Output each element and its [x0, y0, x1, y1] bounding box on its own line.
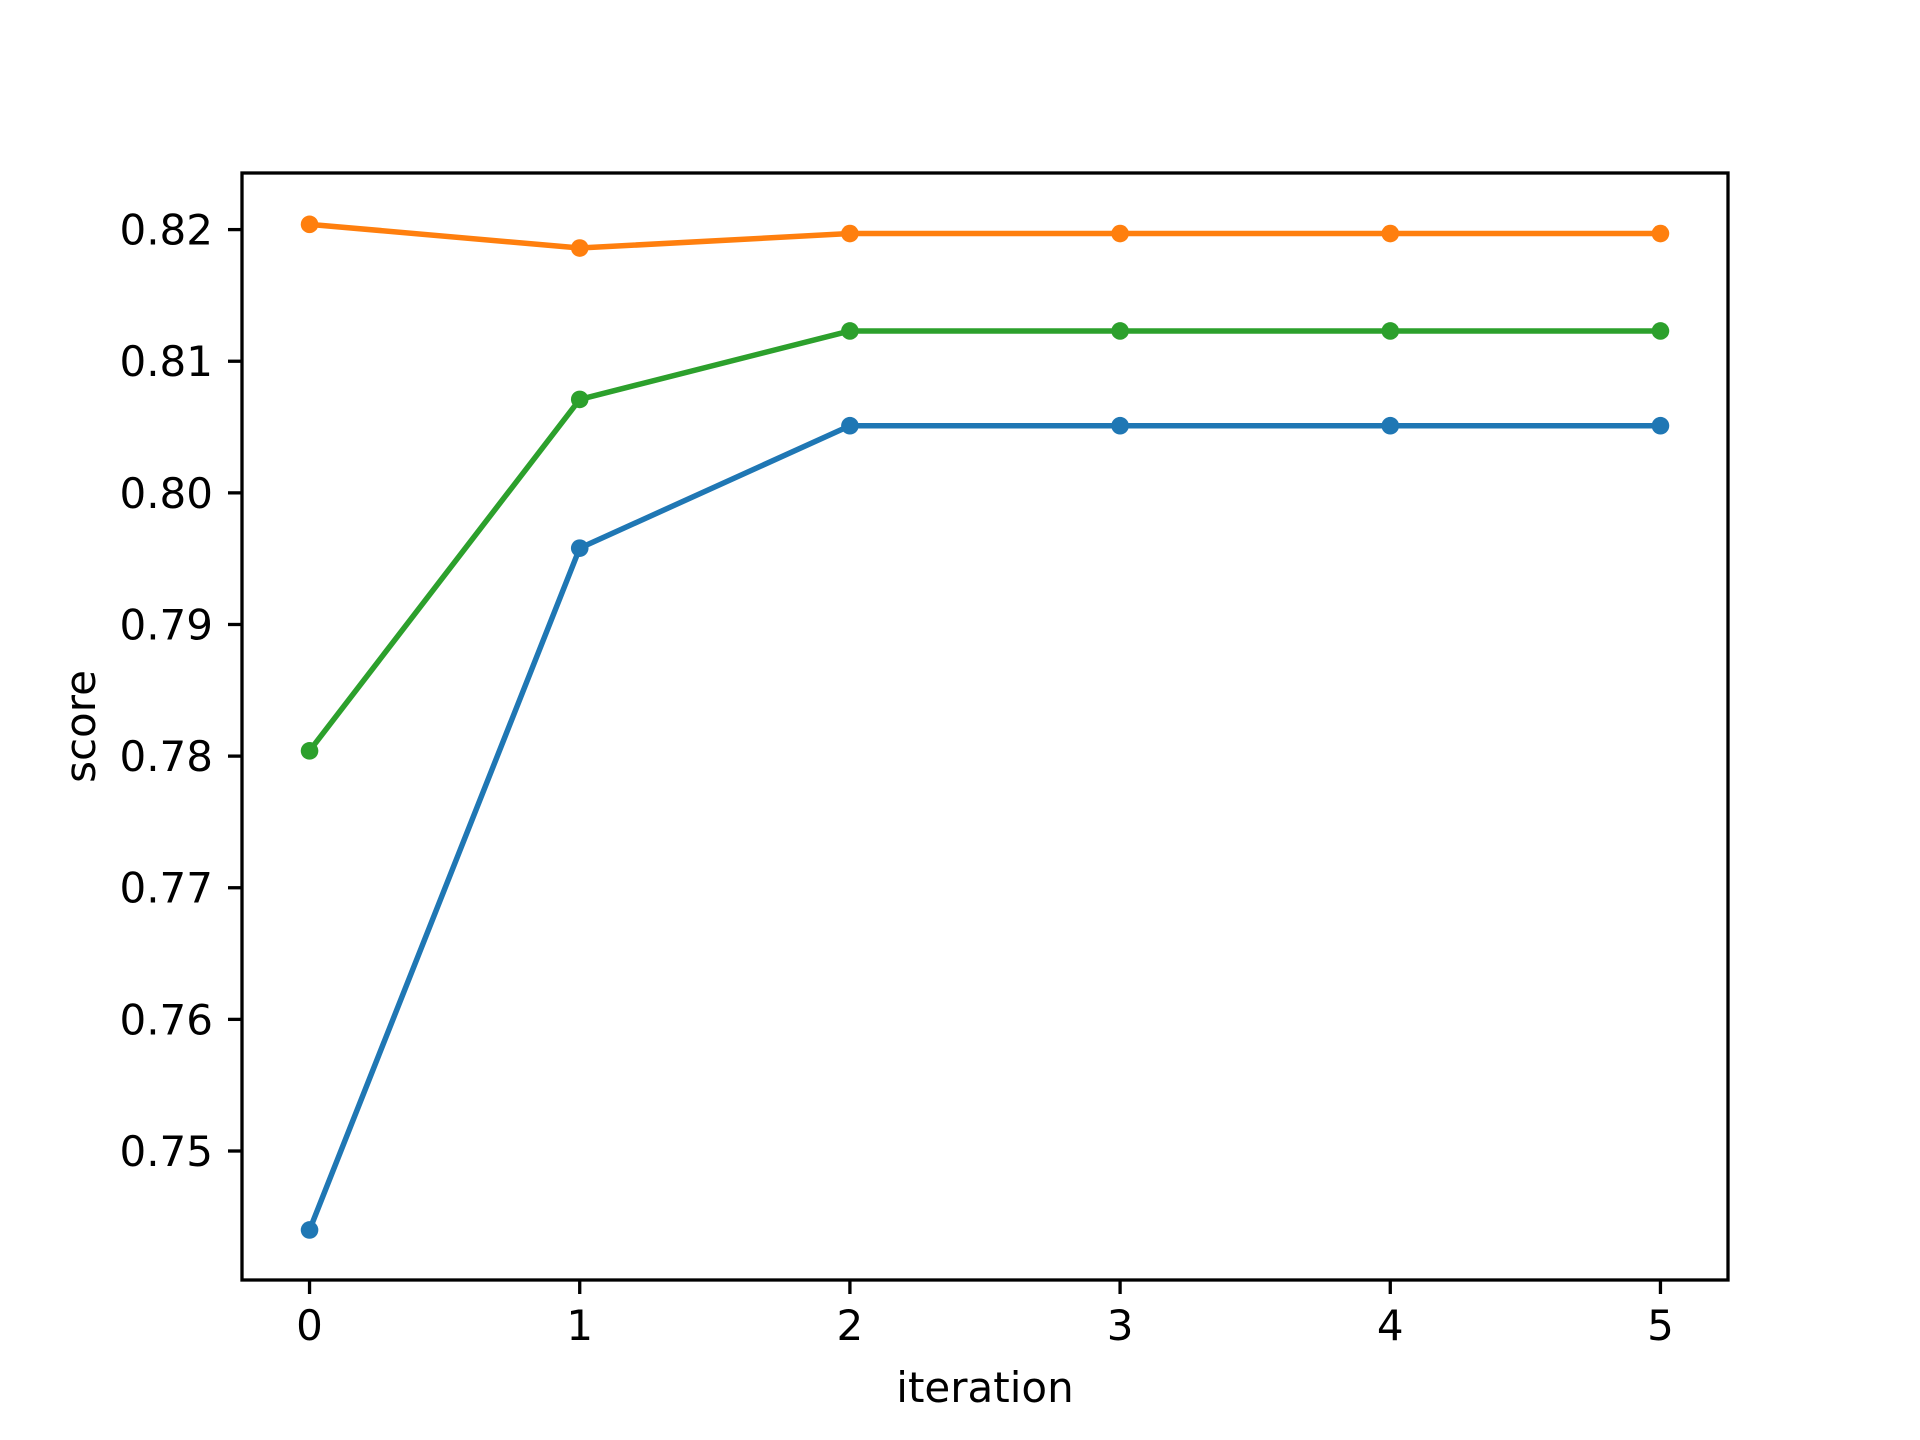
series-blue-marker — [300, 1221, 319, 1239]
series-blue-marker — [1651, 416, 1670, 435]
series-green-marker — [1111, 322, 1129, 340]
series-blue-marker — [1111, 416, 1129, 435]
series-orange-marker — [300, 215, 319, 234]
plot-frame — [240, 171, 1730, 1282]
series-blue-marker — [1381, 416, 1400, 435]
series-orange-marker — [841, 224, 859, 243]
series-orange-line — [306, 221, 1664, 251]
y-tick-label: 0.81 — [119, 337, 213, 386]
series-orange — [300, 215, 1670, 257]
series-green-marker — [570, 390, 589, 409]
x-tick-label: 0 — [296, 1301, 323, 1350]
y-tick-label: 0.80 — [119, 469, 213, 518]
x-tick-label: 3 — [1107, 1301, 1134, 1350]
series-green-marker — [1381, 322, 1400, 340]
y-axis: 0.75 0.76 0.77 0.78 0.79 0.80 0.81 0.82 — [119, 206, 242, 1176]
y-axis-label: score — [56, 670, 105, 783]
y-tick-label: 0.82 — [119, 206, 213, 255]
y-tick-label: 0.76 — [119, 995, 213, 1044]
x-tick-label: 5 — [1647, 1301, 1674, 1350]
series-orange-marker — [1651, 224, 1670, 243]
y-tick-label: 0.79 — [119, 600, 213, 649]
series-green-marker — [1651, 322, 1670, 340]
series-orange-marker — [1381, 224, 1400, 243]
plot-area: 0 1 2 3 4 5 0.75 0.76 0.77 0.78 0.79 0.80 0.81 0.82 it… — [56, 171, 1730, 1412]
series-blue — [300, 416, 1670, 1239]
x-tick-label: 2 — [837, 1301, 864, 1350]
series-green-line — [306, 328, 1664, 754]
x-axis-label: iteration — [896, 1363, 1073, 1412]
series-green-marker — [300, 742, 319, 760]
y-tick-label: 0.78 — [119, 732, 213, 781]
series-orange-marker — [570, 239, 589, 257]
y-tick-label: 0.75 — [119, 1127, 213, 1176]
series-blue-marker — [841, 416, 859, 435]
series-blue-marker — [570, 539, 589, 557]
series-green-marker — [841, 322, 859, 340]
y-tick-label: 0.77 — [119, 864, 213, 913]
series-blue-line — [306, 422, 1664, 1233]
series-green — [300, 322, 1670, 760]
series-orange-marker — [1111, 224, 1129, 243]
x-axis: 0 1 2 3 4 5 — [296, 1280, 1674, 1350]
x-tick-label: 1 — [566, 1301, 593, 1350]
x-tick-label: 4 — [1377, 1301, 1404, 1350]
